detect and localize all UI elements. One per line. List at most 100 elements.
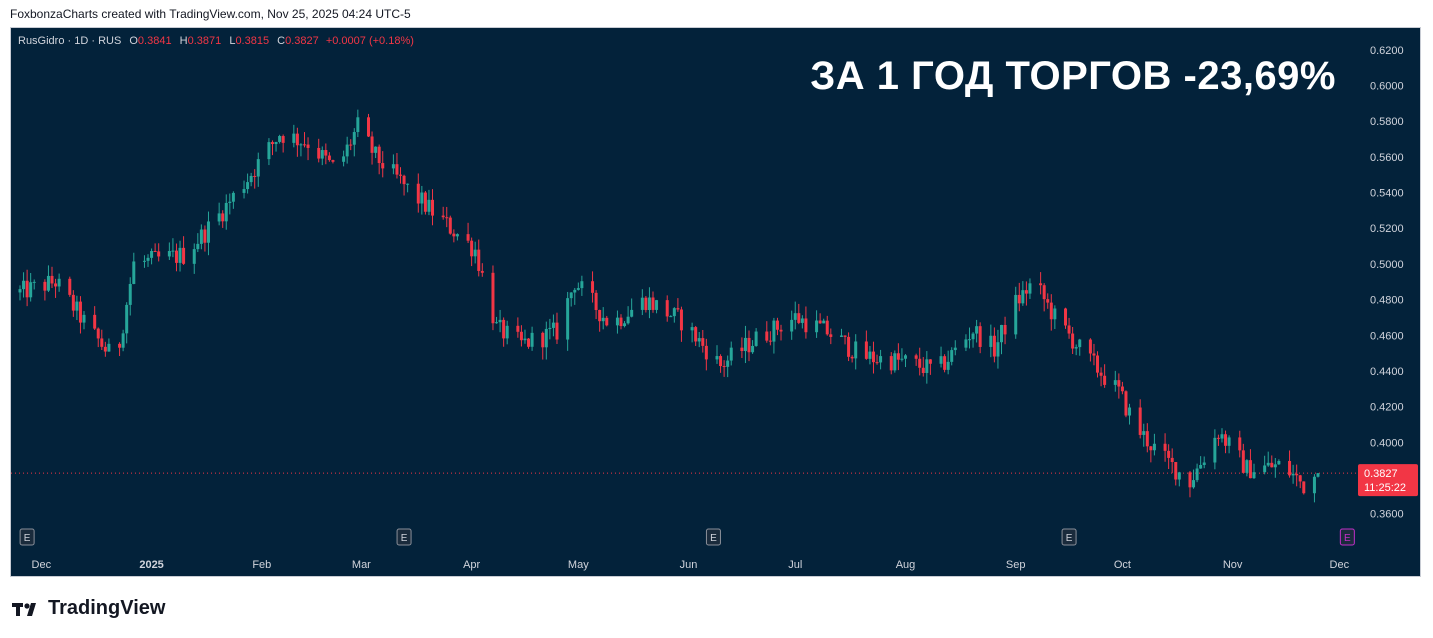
candle-body: [274, 141, 278, 145]
candle-body: [1248, 460, 1252, 479]
candle-body: [182, 247, 186, 264]
candle-body: [594, 292, 598, 311]
candle-body: [626, 316, 630, 324]
x-tick-label: Dec: [32, 559, 52, 571]
candle-body: [174, 250, 178, 263]
candle-body: [142, 260, 146, 262]
candle-body: [32, 281, 36, 283]
candle-body: [1149, 446, 1153, 451]
change-value: +0.0007 (+0.18%): [325, 35, 414, 47]
candle-body: [1145, 431, 1149, 447]
candle-body: [847, 336, 851, 357]
candle-body: [324, 150, 328, 156]
candle-body: [1199, 465, 1203, 469]
candle-body: [473, 249, 477, 257]
candle-body: [249, 175, 253, 183]
candle-body: [146, 257, 150, 261]
candle-body: [690, 327, 694, 331]
candle-body: [270, 142, 274, 145]
candle-body: [217, 213, 221, 222]
candle-body: [78, 301, 82, 323]
candle-body: [153, 250, 157, 252]
candle-body: [1024, 290, 1028, 294]
x-tick-label: Mar: [352, 559, 371, 571]
candle-body: [345, 144, 349, 157]
open-key: O: [129, 35, 138, 47]
candle-body: [1096, 355, 1100, 373]
candle-body: [54, 283, 58, 287]
earnings-marker-icon: [705, 528, 721, 546]
symbol-label[interactable]: RusGidro · 1D · RUS: [18, 35, 122, 47]
y-tick-label: 0.5200: [1370, 223, 1404, 235]
y-tick-label: 0.4600: [1370, 330, 1404, 342]
earnings-marker-label: E: [24, 533, 31, 544]
candle-body: [1049, 302, 1053, 320]
candle-body: [818, 320, 822, 324]
candle-body: [107, 343, 111, 352]
candle-body: [93, 314, 97, 329]
candle-body: [1017, 294, 1021, 304]
candle-body: [1138, 407, 1142, 435]
candle-body: [349, 144, 353, 146]
candle-body: [1316, 473, 1320, 477]
candle-body: [541, 332, 545, 348]
candle-body: [679, 309, 683, 331]
candle-body: [964, 339, 968, 348]
candle-body: [950, 350, 954, 362]
candle-body: [118, 343, 122, 348]
future-earnings-marker-label: E: [1344, 533, 1351, 544]
candle-body: [822, 320, 826, 324]
x-tick-label: Jun: [680, 559, 698, 571]
candle-body: [790, 319, 794, 332]
candle-body: [715, 356, 719, 360]
candle-body: [971, 333, 975, 340]
candle-body: [623, 323, 627, 327]
candles-group: [18, 109, 1320, 503]
candle-body: [253, 175, 257, 177]
candle-body: [978, 326, 982, 347]
candle-body: [967, 339, 971, 341]
candle-body: [196, 243, 200, 250]
candle-body: [43, 281, 47, 291]
candle-body: [527, 338, 531, 347]
tradingview-logo[interactable]: TradingView: [12, 597, 165, 620]
candle-body: [381, 163, 385, 169]
candle-body: [1216, 437, 1220, 439]
ohlc-legend: RusGidro · 1D · RUS O0.3841 H0.3871 L0.3…: [18, 35, 414, 47]
y-tick-label: 0.4400: [1370, 366, 1404, 378]
candle-body: [605, 317, 609, 326]
candle-body: [896, 353, 900, 360]
y-tick-label: 0.4800: [1370, 295, 1404, 307]
candle-body: [829, 334, 833, 337]
candle-body: [1295, 473, 1299, 476]
candle-body: [1117, 380, 1121, 387]
candle-body: [391, 164, 395, 169]
candle-body: [669, 316, 673, 318]
candle-body: [704, 345, 708, 360]
candle-body: [1039, 283, 1043, 286]
candle-body: [1291, 473, 1295, 476]
candle-body: [1124, 391, 1128, 416]
candle-body: [939, 356, 943, 364]
price-badge-countdown: 11:25:22: [1364, 482, 1406, 494]
y-tick-label: 0.5800: [1370, 116, 1404, 128]
x-tick-label: 2025: [139, 559, 163, 571]
candle-body: [445, 217, 449, 219]
candle-body: [1021, 290, 1025, 304]
candle-body: [530, 332, 534, 347]
candle-body: [1053, 308, 1057, 320]
candle-body: [231, 192, 235, 202]
candle-body: [157, 251, 161, 257]
candle-body: [854, 341, 858, 359]
close-value: 0.3827: [285, 35, 319, 47]
candle-body: [701, 338, 705, 346]
candle-body: [1067, 325, 1071, 334]
candle-body: [548, 327, 552, 329]
candle-body: [665, 300, 669, 317]
x-tick-label: Jul: [788, 559, 802, 571]
candle-body: [505, 325, 509, 339]
candle-body: [150, 250, 154, 258]
candle-body: [975, 326, 979, 334]
brand-name: TradingView: [48, 597, 166, 619]
